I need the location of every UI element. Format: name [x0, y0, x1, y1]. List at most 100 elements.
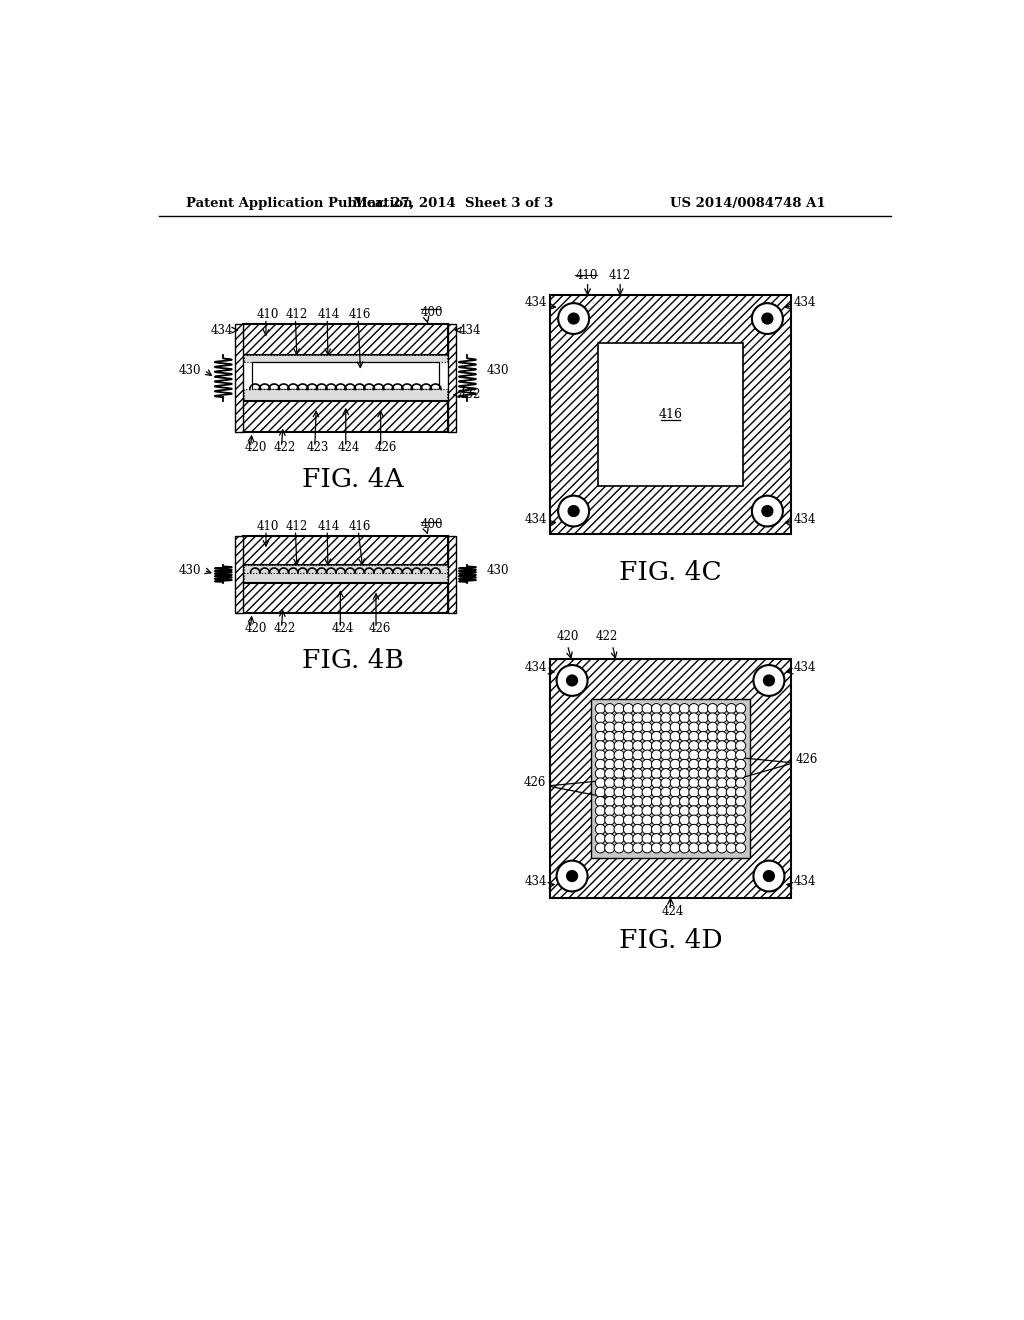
Circle shape	[764, 871, 774, 882]
Circle shape	[595, 750, 605, 760]
Circle shape	[660, 750, 671, 760]
Circle shape	[558, 496, 589, 527]
Text: 424: 424	[332, 622, 354, 635]
Circle shape	[633, 825, 643, 834]
Bar	[449, 536, 456, 612]
Circle shape	[605, 722, 614, 733]
Circle shape	[624, 759, 634, 770]
Circle shape	[762, 506, 773, 516]
Circle shape	[633, 834, 643, 843]
Circle shape	[557, 861, 588, 891]
Circle shape	[670, 722, 680, 733]
Circle shape	[698, 768, 709, 779]
Circle shape	[660, 814, 671, 825]
Circle shape	[605, 750, 614, 760]
Circle shape	[726, 796, 736, 807]
Circle shape	[614, 777, 624, 788]
Circle shape	[595, 825, 605, 834]
Circle shape	[670, 805, 680, 816]
Text: 416: 416	[658, 408, 683, 421]
Circle shape	[614, 814, 624, 825]
Circle shape	[624, 787, 634, 797]
Circle shape	[698, 796, 709, 807]
Circle shape	[670, 787, 680, 797]
Circle shape	[660, 759, 671, 770]
Circle shape	[670, 768, 680, 779]
Circle shape	[708, 805, 718, 816]
Circle shape	[605, 777, 614, 788]
Circle shape	[558, 304, 589, 334]
Circle shape	[595, 704, 605, 714]
Circle shape	[642, 834, 652, 843]
Text: 434: 434	[524, 875, 547, 888]
Circle shape	[764, 675, 774, 686]
Circle shape	[689, 777, 699, 788]
Circle shape	[633, 759, 643, 770]
Circle shape	[726, 759, 736, 770]
Circle shape	[651, 768, 662, 779]
Circle shape	[680, 722, 689, 733]
Circle shape	[605, 843, 614, 853]
Text: 434: 434	[524, 661, 547, 675]
Circle shape	[624, 768, 634, 779]
Circle shape	[624, 834, 634, 843]
Circle shape	[651, 741, 662, 751]
Circle shape	[680, 768, 689, 779]
Circle shape	[633, 704, 643, 714]
Circle shape	[698, 843, 709, 853]
Circle shape	[680, 805, 689, 816]
Circle shape	[642, 796, 652, 807]
Circle shape	[614, 713, 624, 723]
Circle shape	[605, 731, 614, 742]
Circle shape	[595, 814, 605, 825]
Circle shape	[762, 313, 773, 323]
Circle shape	[708, 722, 718, 733]
Text: 410: 410	[257, 520, 279, 533]
Circle shape	[651, 825, 662, 834]
Circle shape	[670, 731, 680, 742]
Text: Patent Application Publication: Patent Application Publication	[186, 197, 413, 210]
Circle shape	[752, 496, 783, 527]
Circle shape	[595, 843, 605, 853]
Circle shape	[680, 834, 689, 843]
Text: 420: 420	[245, 441, 266, 454]
Circle shape	[698, 759, 709, 770]
Circle shape	[660, 768, 671, 779]
Circle shape	[595, 805, 605, 816]
Circle shape	[595, 759, 605, 770]
Circle shape	[735, 722, 745, 733]
Circle shape	[689, 768, 699, 779]
Circle shape	[670, 750, 680, 760]
Text: 410: 410	[575, 268, 598, 281]
Circle shape	[633, 768, 643, 779]
Circle shape	[717, 759, 727, 770]
Circle shape	[642, 731, 652, 742]
Circle shape	[708, 834, 718, 843]
Circle shape	[680, 825, 689, 834]
Circle shape	[624, 722, 634, 733]
Bar	[449, 323, 456, 432]
Circle shape	[708, 731, 718, 742]
Circle shape	[605, 759, 614, 770]
Circle shape	[642, 741, 652, 751]
Circle shape	[708, 814, 718, 825]
Circle shape	[624, 777, 634, 788]
Circle shape	[717, 843, 727, 853]
Circle shape	[717, 777, 727, 788]
Circle shape	[614, 787, 624, 797]
Circle shape	[614, 722, 624, 733]
Text: 430: 430	[486, 363, 509, 376]
Text: 410: 410	[257, 308, 279, 321]
Circle shape	[651, 843, 662, 853]
Circle shape	[605, 796, 614, 807]
Circle shape	[708, 796, 718, 807]
Text: 414: 414	[317, 520, 340, 533]
Circle shape	[633, 805, 643, 816]
Circle shape	[754, 861, 784, 891]
Circle shape	[735, 834, 745, 843]
Text: 422: 422	[595, 631, 617, 643]
Circle shape	[660, 843, 671, 853]
Circle shape	[660, 731, 671, 742]
Circle shape	[717, 814, 727, 825]
Circle shape	[651, 713, 662, 723]
